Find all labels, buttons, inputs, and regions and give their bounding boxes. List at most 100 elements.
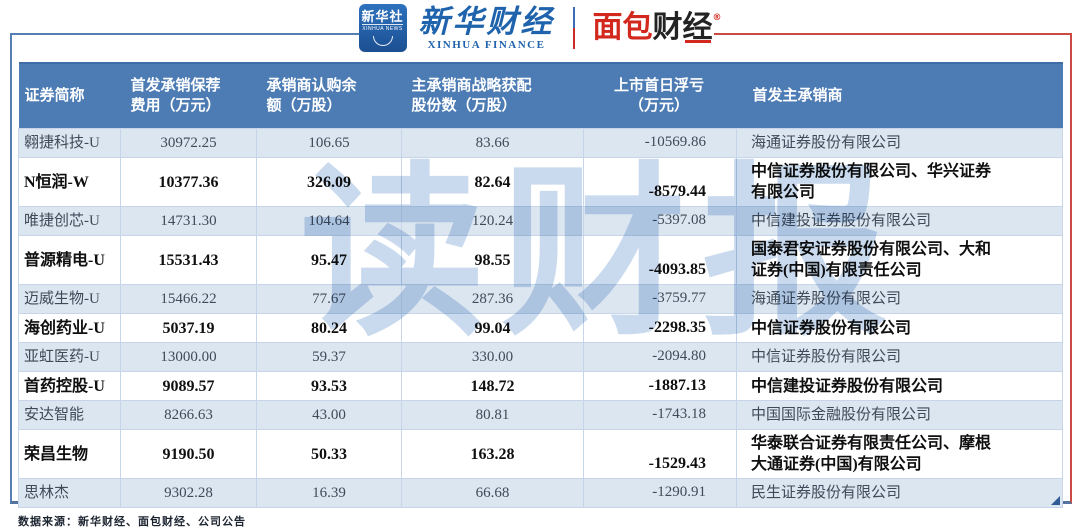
cell-shares: 98.55 <box>401 235 584 285</box>
table-row: 唯捷创芯-U 14731.30 104.64 120.24 -5397.08 中信建投证券… <box>18 206 1063 236</box>
bread-logo-red-part: 面包 <box>592 10 653 45</box>
cell-fee: 14731.30 <box>120 206 257 236</box>
cell-name: 普源精电-U <box>18 235 121 285</box>
cell-shares: 83.66 <box>401 128 584 158</box>
cell-fee: 8266.63 <box>120 400 257 430</box>
cell-loss: -2094.80 <box>583 342 737 372</box>
underwriting-data-table: 证券简称 首发承销保荐 费用（万元） 承销商认购余 额（万股） 主承销商战略获配 股份… <box>18 62 1063 508</box>
cell-name: 亚虹医药-U <box>18 342 121 372</box>
cell-shares: 287.36 <box>401 284 584 314</box>
table-row: 亚虹医药-U 13000.00 59.37 330.00 -2094.80 中信证券股份有… <box>18 342 1063 372</box>
column-header: 首发承销保荐 费用（万元） <box>120 62 257 129</box>
cell-balance: 326.09 <box>256 157 402 207</box>
badge-subtitle: XINHUA NEWS <box>362 24 403 32</box>
table-row: N恒润-W 10377.36 326.09 82.64 -8579.44 中信证券股份有限… <box>18 157 1063 207</box>
data-table-container: 证券简称 首发承销保荐 费用（万元） 承销商认购余 额（万股） 主承销商战略获配 股份… <box>18 62 1063 529</box>
cell-fee: 9190.50 <box>120 429 257 479</box>
badge-title: 新华社 <box>361 9 404 24</box>
cell-fee: 15466.22 <box>120 284 257 314</box>
cell-balance: 43.00 <box>256 400 402 430</box>
cell-underwriter: 海通证券股份有限公司 <box>736 284 1063 314</box>
cell-underwriter: 民生证券股份有限公司 <box>736 478 1063 508</box>
cell-fee: 13000.00 <box>120 342 257 372</box>
cell-underwriter: 华泰联合证券有限责任公司、摩根 大通证券(中国)有限公司 <box>736 429 1063 479</box>
cell-name: 海创药业-U <box>18 313 121 343</box>
logo-divider <box>572 7 575 49</box>
cell-shares: 80.81 <box>401 400 584 430</box>
cell-shares: 163.28 <box>401 429 584 479</box>
cell-name: N恒润-W <box>18 157 121 207</box>
cell-loss: -1743.18 <box>583 400 737 430</box>
cell-underwriter: 中信证券股份有限公司、华兴证券 有限公司 <box>736 157 1063 207</box>
cell-loss: -10569.86 <box>583 128 737 158</box>
cell-shares: 82.64 <box>401 157 584 207</box>
cell-fee: 9089.57 <box>120 371 257 401</box>
cell-loss: -1887.13 <box>583 371 737 401</box>
cell-shares: 99.04 <box>401 313 584 343</box>
registered-mark: ® <box>712 13 722 23</box>
globe-icon <box>372 36 393 46</box>
cell-loss: -8579.44 <box>583 157 737 207</box>
cell-balance: 16.39 <box>256 478 402 508</box>
cell-fee: 9302.28 <box>120 478 257 508</box>
bread-finance-logo: 面包 财经 ® <box>593 10 722 46</box>
cell-loss: -4093.85 <box>583 235 737 285</box>
table-row: 海创药业-U 5037.19 80.24 99.04 -2298.35 中信证券股份有限公… <box>18 313 1063 343</box>
cell-shares: 148.72 <box>401 371 584 401</box>
xinhua-finance-caption: XINHUA FINANCE <box>427 38 546 51</box>
cell-balance: 106.65 <box>256 128 402 158</box>
cell-underwriter: 中信建投证券股份有限公司 <box>736 206 1063 236</box>
table-row: 首药控股-U 9089.57 93.53 148.72 -1887.13 中信建投证券股份… <box>18 371 1063 401</box>
column-header: 承销商认购余 额（万股） <box>256 62 402 129</box>
cell-underwriter: 中信证券股份有限公司 <box>736 342 1063 372</box>
cell-underwriter: 中信建投证券股份有限公司 <box>736 371 1063 401</box>
cell-shares: 120.24 <box>401 206 584 236</box>
cell-loss: -1290.91 <box>583 478 737 508</box>
column-header: 证券简称 <box>18 62 121 129</box>
cell-balance: 59.37 <box>256 342 402 372</box>
cell-balance: 95.47 <box>256 235 402 285</box>
cell-loss: -5397.08 <box>583 206 737 236</box>
top-rule-red <box>714 33 1072 35</box>
cell-underwriter: 国泰君安证券股份有限公司、大和 证券(中国)有限责任公司 <box>736 235 1063 285</box>
cell-underwriter: 海通证券股份有限公司 <box>736 128 1063 158</box>
cell-balance: 80.24 <box>256 313 402 343</box>
bread-logo-dark-part: 财经 <box>652 10 713 45</box>
cell-fee: 10377.36 <box>120 157 257 207</box>
cell-underwriter: 中信证券股份有限公司 <box>736 313 1063 343</box>
cell-name: 首药控股-U <box>18 371 121 401</box>
column-header: 主承销商战略获配 股份数（万股） <box>401 62 584 129</box>
table-row: 迈威生物-U 15466.22 77.67 287.36 -3759.77 海通证券股份有… <box>18 284 1063 314</box>
cell-balance: 93.53 <box>256 371 402 401</box>
cell-name: 唯捷创芯-U <box>18 206 121 236</box>
column-header: 首发主承销商 <box>736 62 1063 129</box>
cell-loss: -2298.35 <box>583 313 737 343</box>
cell-name: 迈威生物-U <box>18 284 121 314</box>
table-row: 翱捷科技-U 30972.25 106.65 83.66 -10569.86 海通证券股份… <box>18 128 1063 158</box>
xinhua-finance-name: 新华财经 <box>418 3 555 40</box>
data-source-note: 数据来源：新华财经、面包财经、公司公告 <box>18 516 246 528</box>
table-row: 思林杰 9302.28 16.39 66.68 -1290.91 民生证券股份有限公司 <box>18 478 1063 508</box>
cell-name: 荣昌生物 <box>18 429 121 479</box>
table-body: 翱捷科技-U 30972.25 106.65 83.66 -10569.86 海通证券股份… <box>18 128 1063 508</box>
cell-fee: 30972.25 <box>120 128 257 158</box>
top-rule-blue <box>10 33 363 35</box>
cell-loss: -3759.77 <box>583 284 737 314</box>
cell-balance: 50.33 <box>256 429 402 479</box>
column-header: 上市首日浮亏 （万元） <box>583 62 737 129</box>
table-row: 安达智能 8266.63 43.00 80.81 -1743.18 中国国际金融股份有限公… <box>18 400 1063 430</box>
cell-shares: 66.68 <box>401 478 584 508</box>
cell-loss: -1529.43 <box>583 429 737 479</box>
cell-fee: 5037.19 <box>120 313 257 343</box>
table-row: 普源精电-U 15531.43 95.47 98.55 -4093.85 国泰君安证券股份… <box>18 235 1063 285</box>
cell-underwriter: 中国国际金融股份有限公司 <box>736 400 1063 430</box>
cell-balance: 104.64 <box>256 206 402 236</box>
cell-balance: 77.67 <box>256 284 402 314</box>
brand-bar: 新华社 XINHUA NEWS 新华财经 XINHUA FINANCE 面包 财… <box>0 4 1080 52</box>
xinhua-finance-logo: 新华财经 XINHUA FINANCE <box>419 6 555 51</box>
cell-name: 翱捷科技-U <box>18 128 121 158</box>
cell-shares: 330.00 <box>401 342 584 372</box>
xinhua-news-badge-icon: 新华社 XINHUA NEWS <box>358 4 407 52</box>
table-header-row: 证券简称 首发承销保荐 费用（万元） 承销商认购余 额（万股） 主承销商战略获配 股份… <box>18 62 1063 129</box>
table-header: 证券简称 首发承销保荐 费用（万元） 承销商认购余 额（万股） 主承销商战略获配 股份… <box>18 62 1063 129</box>
